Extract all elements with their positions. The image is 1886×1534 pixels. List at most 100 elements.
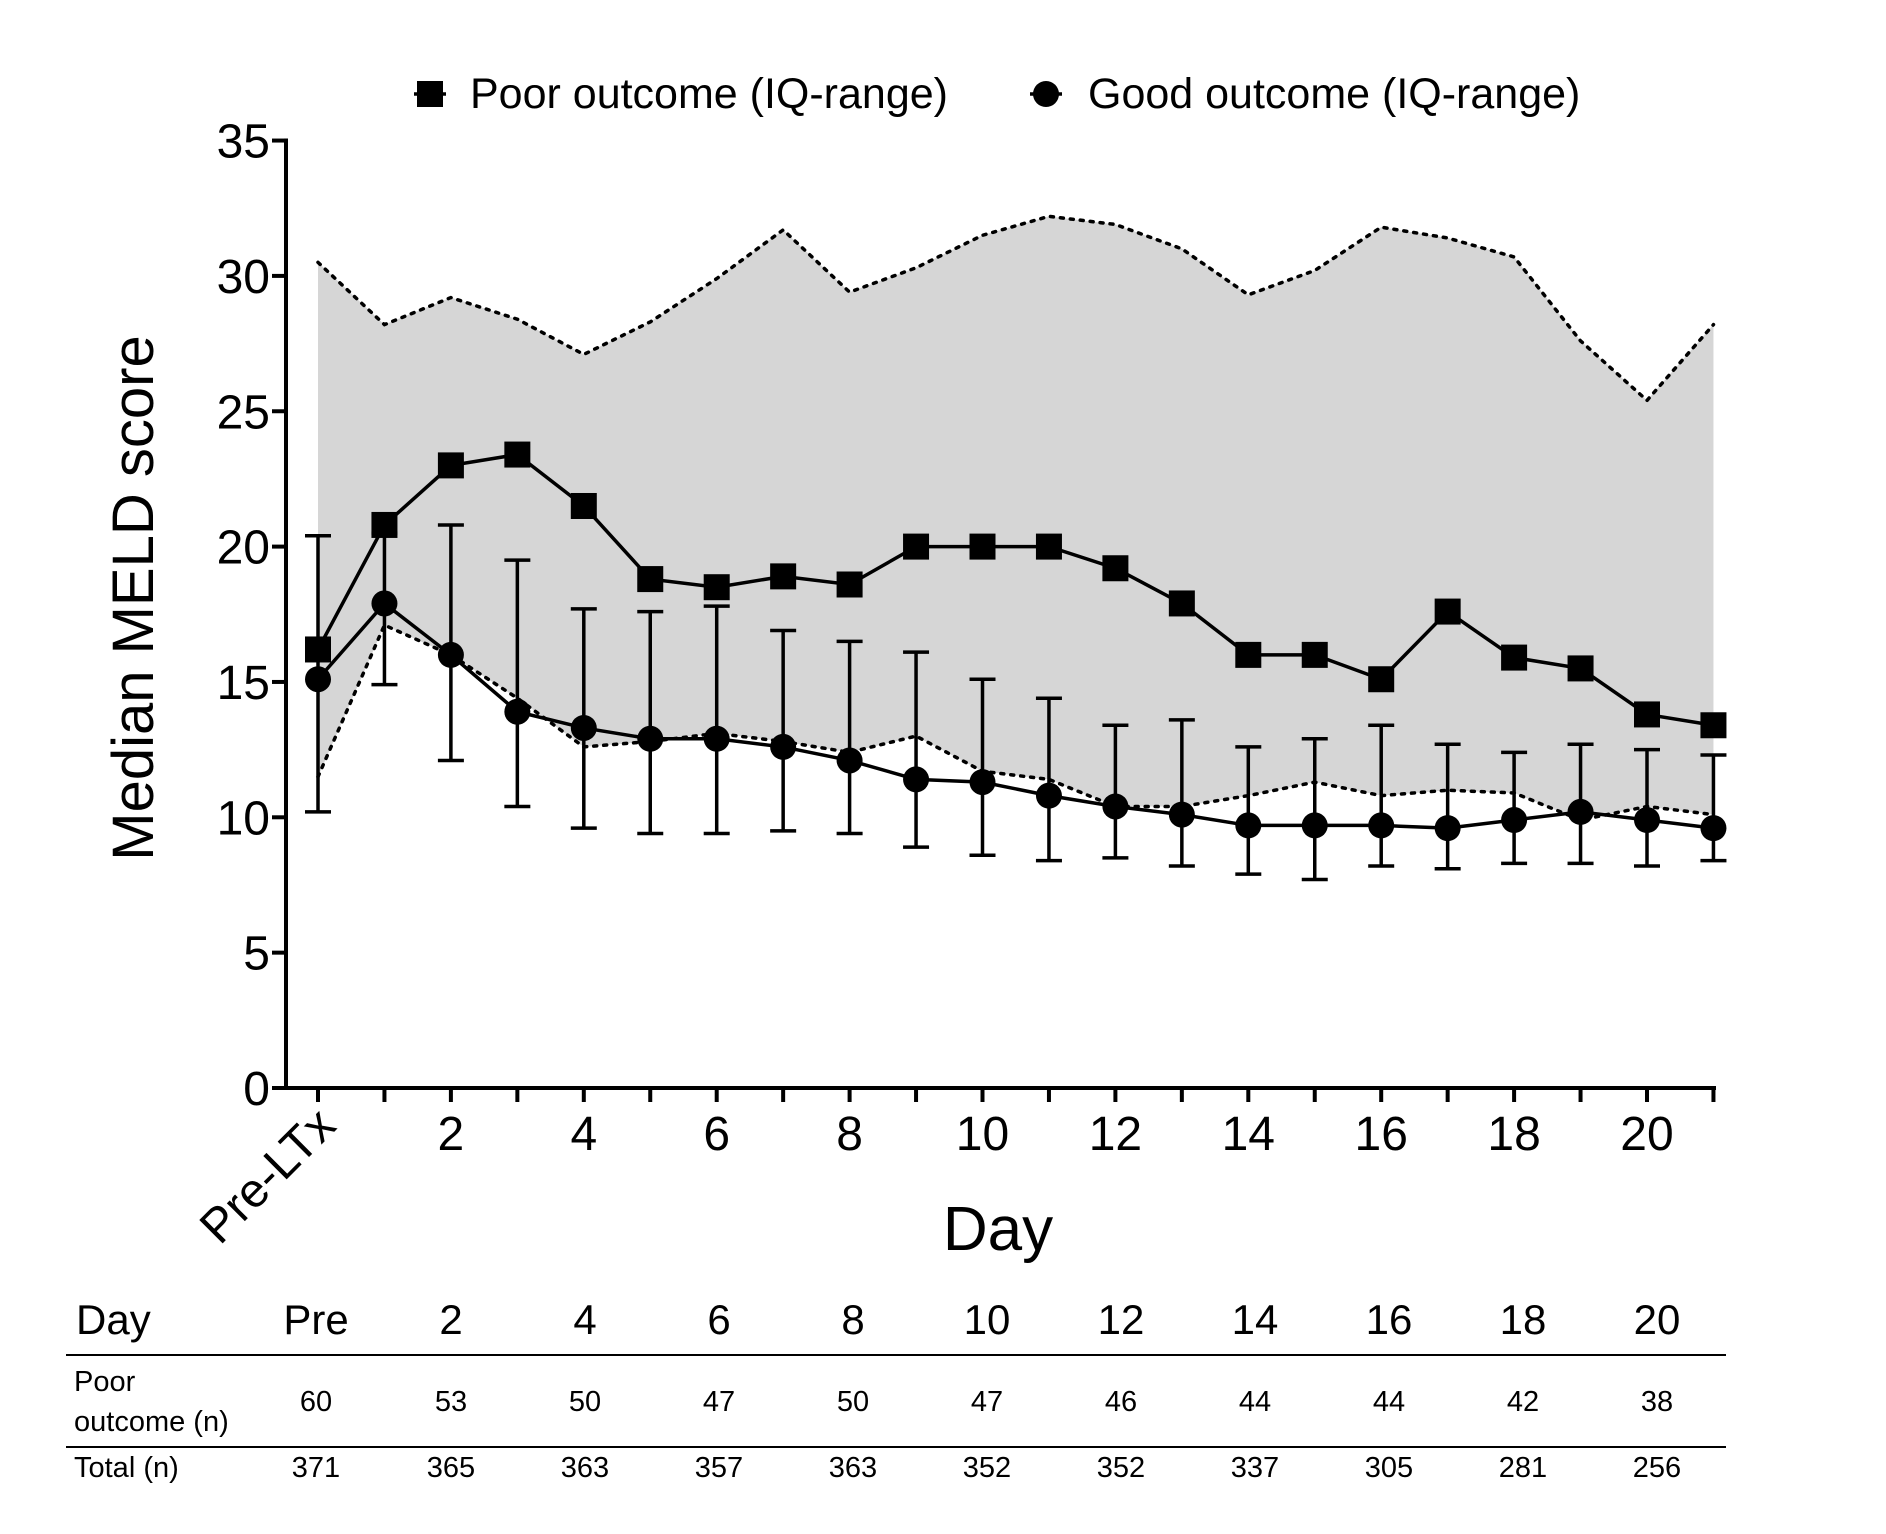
poor-outcome-point — [637, 566, 664, 593]
y-tick-label: 0 — [243, 1063, 270, 1116]
poor-outcome-point — [703, 574, 730, 601]
table-poor-value: 46 — [1104, 1386, 1138, 1418]
table-total-label: Total (n) — [74, 1452, 179, 1484]
poor-outcome-point — [1567, 655, 1594, 682]
poor-outcome-point — [969, 533, 996, 560]
table-day-header: 4 — [573, 1296, 597, 1343]
table-day-header: 18 — [1499, 1296, 1547, 1343]
table-day-header: 12 — [1097, 1296, 1145, 1343]
table-poor-value: 60 — [299, 1386, 333, 1418]
poor-outcome-point — [836, 571, 863, 598]
table-total-value: 305 — [1364, 1452, 1414, 1484]
table-day-header: 14 — [1231, 1296, 1279, 1343]
table-poor-value: 50 — [568, 1386, 602, 1418]
table-day-header: 6 — [707, 1296, 731, 1343]
poor-outcome-point — [371, 511, 398, 538]
poor-outcome-line — [316, 452, 1714, 727]
table-poor-label-line2: outcome (n) — [74, 1406, 229, 1438]
good-outcome-point — [504, 698, 531, 725]
x-tick-label: 10 — [956, 1108, 1009, 1161]
good-outcome-point — [371, 590, 398, 617]
poor-outcome-point — [305, 636, 331, 663]
x-tick-label: 6 — [703, 1108, 730, 1161]
poor-outcome-point — [1368, 666, 1395, 693]
legend-good-label: Good outcome (IQ-range) — [1088, 70, 1580, 118]
y-tick-label: 20 — [217, 522, 270, 575]
poor-outcome-point — [1235, 641, 1262, 668]
x-tick-label: 18 — [1487, 1108, 1540, 1161]
legend-poor-label: Poor outcome (IQ-range) — [470, 70, 948, 118]
table-day-header: 20 — [1633, 1296, 1681, 1343]
table-poor-value: 50 — [836, 1386, 870, 1418]
table-total-value: 352 — [962, 1452, 1012, 1484]
table-poor-value: 38 — [1640, 1386, 1674, 1418]
iq-range-band — [318, 216, 1714, 821]
table-total-value: 371 — [291, 1452, 341, 1484]
table-total-value: 281 — [1498, 1452, 1548, 1484]
poor-outcome-point — [1301, 641, 1328, 668]
good-outcome-point — [305, 666, 331, 693]
table-poor-value: 53 — [434, 1386, 468, 1418]
table-poor-value: 47 — [970, 1386, 1004, 1418]
table-total-value: 363 — [828, 1452, 878, 1484]
good-outcome-line — [316, 601, 1714, 830]
legend-poor-marker — [417, 81, 443, 107]
good-outcome-point — [1634, 807, 1660, 834]
table-day-header: Pre — [283, 1296, 349, 1343]
table-divider-top — [66, 1354, 1726, 1356]
legend: Poor outcome (IQ-range) Good outcome (IQ-… — [414, 70, 1580, 118]
x-tick-label: 14 — [1222, 1108, 1275, 1161]
table-poor-value: 42 — [1506, 1386, 1540, 1418]
table-total-value: 337 — [1230, 1452, 1280, 1484]
x-tick-label: 8 — [836, 1108, 863, 1161]
iq-range-band-layer — [316, 214, 1716, 822]
good-outcome-point — [1368, 812, 1395, 839]
x-tick-label: 16 — [1355, 1108, 1408, 1161]
poor-outcome-point — [770, 563, 797, 590]
good-outcome-point — [1501, 807, 1528, 834]
y-tick-label: 30 — [217, 251, 270, 304]
table-total-value: 365 — [426, 1452, 476, 1484]
poor-outcome-point — [1035, 533, 1062, 560]
iq-lower-dotted-line — [316, 622, 1716, 822]
table-poor-value: 47 — [702, 1386, 736, 1418]
good-outcome-point — [1235, 812, 1262, 839]
x-tick-label: 12 — [1089, 1108, 1142, 1161]
table-header-label: Day — [76, 1296, 151, 1343]
table-poor-value: 44 — [1372, 1386, 1406, 1418]
good-outcome-point — [1434, 815, 1461, 842]
good-outcome-point — [969, 769, 996, 796]
legend-good-marker — [1033, 81, 1059, 107]
table-day-header: 16 — [1365, 1296, 1413, 1343]
poor-outcome-point — [1434, 598, 1461, 625]
good-outcome-point — [1301, 812, 1328, 839]
x-tick-label: 2 — [438, 1108, 465, 1161]
x-axis-title: Day — [943, 1195, 1053, 1264]
table-poor-label-line1: Poor — [74, 1366, 136, 1398]
series-lines-layer — [316, 452, 1714, 830]
good-outcome-point — [836, 747, 863, 774]
poor-outcome-point — [437, 452, 464, 479]
y-tick-label: 35 — [217, 116, 270, 169]
poor-outcome-point — [903, 533, 930, 560]
markers-layer — [305, 441, 1727, 842]
y-axis-title: Median MELD score — [101, 335, 166, 860]
good-outcome-point — [1567, 798, 1594, 825]
table-total-value: 352 — [1096, 1452, 1146, 1484]
table-day-header: 8 — [841, 1296, 865, 1343]
good-outcome-point — [1102, 793, 1129, 820]
y-tick-label: 10 — [217, 792, 270, 845]
good-outcome-point — [703, 725, 730, 752]
good-outcome-point — [903, 766, 930, 793]
x-tick-label: 20 — [1620, 1108, 1673, 1161]
poor-outcome-point — [1700, 712, 1727, 739]
table-total-value: 256 — [1632, 1452, 1682, 1484]
good-outcome-point — [770, 733, 797, 760]
poor-outcome-point — [570, 492, 597, 519]
iq-upper-dotted-line — [316, 214, 1716, 403]
poor-outcome-point — [1168, 590, 1195, 617]
poor-outcome-point — [1102, 555, 1129, 582]
good-outcome-point — [1035, 782, 1062, 809]
poor-outcome-point — [1501, 644, 1528, 671]
